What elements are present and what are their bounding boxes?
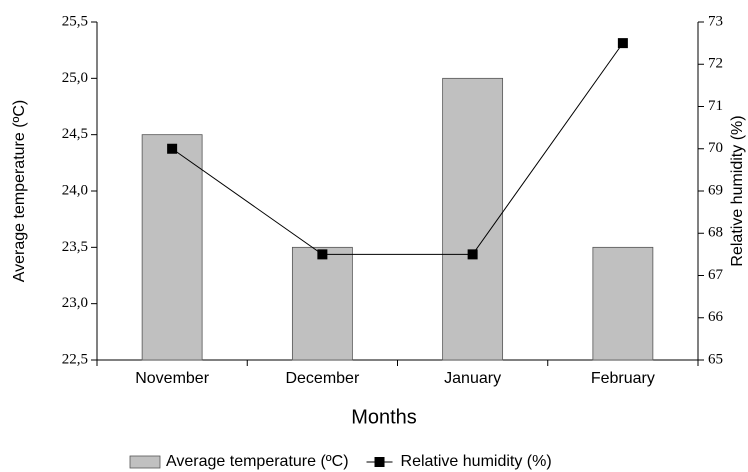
x-tick-label: February [591,370,655,387]
y2-tick-label: 66 [708,309,724,325]
y-tick-label: 23,5 [62,239,88,255]
point [317,249,328,260]
y-axis-label: Average temperature (ºC) [11,100,28,283]
y2-tick-label: 71 [708,98,723,114]
y2-tick-label: 65 [708,351,723,367]
y-tick-label: 24,0 [62,182,88,198]
bar [442,77,504,361]
x-tick-label: January [444,370,501,387]
y-tick-label: 25,0 [62,70,88,86]
point [617,38,628,49]
y-tick-label: 24,5 [62,126,88,142]
y2-tick-label: 68 [708,225,723,241]
y2-tick-label: 73 [708,13,723,29]
legend-swatch [374,457,385,467]
point [467,249,478,260]
y2-tick-label: 70 [708,140,723,156]
y-tick-label: 23,0 [62,295,88,311]
legend-label: Average temperature (ºC) [166,453,349,470]
legend-label: Relative humidity (%) [401,453,552,470]
y2-tick-label: 67 [708,267,724,283]
y2-tick-label: 69 [708,182,723,198]
bar [141,134,203,361]
y-tick-label: 25,5 [62,13,88,29]
bar [592,246,654,361]
y-tick-label: 22,5 [62,351,88,367]
line [171,42,624,255]
legend-swatch [129,455,161,469]
x-axis-label: Months [351,406,417,428]
point [167,143,178,154]
bar [291,246,353,361]
x-tick-label: November [135,370,209,387]
y2-axis-label: Relative humidity (%) [729,115,746,266]
y2-tick-label: 72 [708,56,723,72]
x-tick-label: December [285,370,359,387]
